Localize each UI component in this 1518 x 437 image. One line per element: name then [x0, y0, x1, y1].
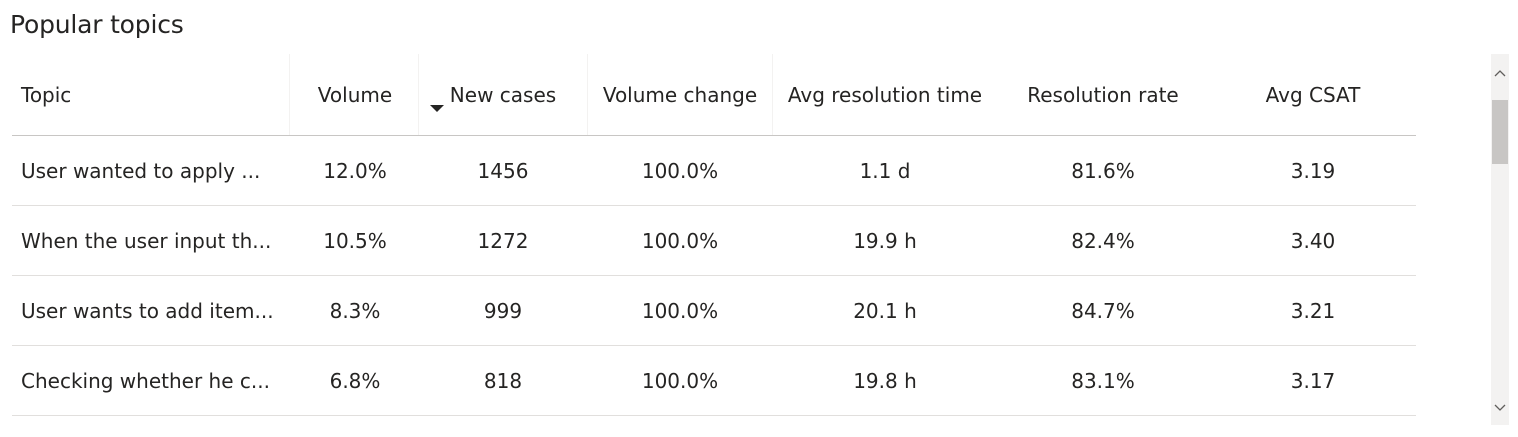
- volume-cell: 8.3%: [329, 298, 381, 323]
- new-cases-cell: 1272: [477, 228, 529, 253]
- column-header-avg-csat[interactable]: Avg CSAT: [1265, 82, 1361, 107]
- chevron-down-icon[interactable]: [1491, 399, 1509, 417]
- volume-change-cell: 100.0%: [641, 158, 719, 183]
- chevron-up-icon[interactable]: [1491, 64, 1509, 82]
- resolution-rate-cell: 83.1%: [1071, 368, 1135, 393]
- popular-topics-table: Topic Volume New cases Volume change Avg…: [12, 54, 1416, 416]
- new-cases-cell: 1456: [477, 158, 529, 183]
- vertical-scrollbar[interactable]: [1491, 54, 1509, 425]
- topic-cell[interactable]: User wants to add item...: [21, 298, 274, 323]
- column-header-volume[interactable]: Volume: [317, 82, 393, 107]
- column-header-topic[interactable]: Topic: [21, 82, 72, 107]
- resolution-rate-cell: 82.4%: [1071, 228, 1135, 253]
- resolution-rate-cell: 84.7%: [1071, 298, 1135, 323]
- resolution-rate-cell: 81.6%: [1071, 158, 1135, 183]
- column-header-new-cases[interactable]: New cases: [449, 82, 557, 107]
- volume-change-cell: 100.0%: [641, 368, 719, 393]
- table-row[interactable]: User wants to add item... 8.3% 999 100.0…: [12, 276, 1416, 346]
- avg-resolution-time-cell: 1.1 d: [859, 158, 911, 183]
- page-title: Popular topics: [10, 10, 184, 39]
- topic-cell[interactable]: User wanted to apply ...: [21, 158, 261, 183]
- table-row[interactable]: When the user input th... 10.5% 1272 100…: [12, 206, 1416, 276]
- topic-cell[interactable]: Checking whether he c...: [21, 368, 270, 393]
- column-header-volume-change[interactable]: Volume change: [602, 82, 758, 107]
- column-divider[interactable]: [289, 54, 290, 135]
- column-divider[interactable]: [772, 54, 773, 135]
- avg-csat-cell: 3.19: [1290, 158, 1336, 183]
- new-cases-cell: 999: [483, 298, 523, 323]
- avg-csat-cell: 3.17: [1290, 368, 1336, 393]
- volume-cell: 10.5%: [323, 228, 387, 253]
- new-cases-cell: 818: [483, 368, 523, 393]
- volume-cell: 12.0%: [323, 158, 387, 183]
- column-header-avg-resolution-time[interactable]: Avg resolution time: [787, 82, 983, 107]
- sort-descending-icon[interactable]: [430, 105, 444, 112]
- table-row[interactable]: Checking whether he c... 6.8% 818 100.0%…: [12, 346, 1416, 416]
- table-row[interactable]: User wanted to apply ... 12.0% 1456 100.…: [12, 136, 1416, 206]
- topic-cell[interactable]: When the user input th...: [21, 228, 272, 253]
- column-divider[interactable]: [418, 54, 419, 135]
- avg-resolution-time-cell: 19.8 h: [853, 368, 917, 393]
- column-header-resolution-rate[interactable]: Resolution rate: [1027, 82, 1179, 107]
- avg-resolution-time-cell: 20.1 h: [853, 298, 917, 323]
- volume-cell: 6.8%: [329, 368, 381, 393]
- volume-change-cell: 100.0%: [641, 298, 719, 323]
- scrollbar-thumb[interactable]: [1492, 100, 1508, 164]
- avg-csat-cell: 3.40: [1290, 228, 1336, 253]
- avg-resolution-time-cell: 19.9 h: [853, 228, 917, 253]
- volume-change-cell: 100.0%: [641, 228, 719, 253]
- table-header: Topic Volume New cases Volume change Avg…: [12, 54, 1416, 136]
- avg-csat-cell: 3.21: [1290, 298, 1336, 323]
- column-divider[interactable]: [587, 54, 588, 135]
